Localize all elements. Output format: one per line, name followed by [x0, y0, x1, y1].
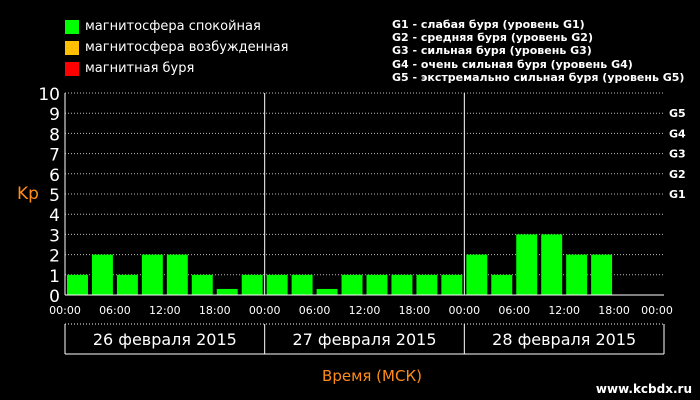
legend-swatch-excited — [65, 40, 79, 55]
time-tick-label: 18:00 — [598, 304, 630, 317]
legend-swatch-storm — [65, 61, 79, 76]
g-level-label: G4 — [669, 127, 686, 140]
kp-bar — [241, 274, 263, 295]
kp-bar — [516, 234, 538, 295]
y-tick-label: 2 — [49, 247, 60, 267]
time-tick-label: 06:00 — [299, 304, 331, 317]
storm-level-legend: G1 - слабая буря (уровень G1) G2 - средн… — [392, 18, 684, 84]
kp-bar — [341, 274, 363, 295]
y-tick-label: 9 — [49, 105, 60, 125]
time-tick-label: 12:00 — [149, 304, 181, 317]
kp-bar — [316, 288, 338, 295]
date-label: 26 февраля 2015 — [93, 330, 237, 349]
time-tick-label: 06:00 — [99, 304, 131, 317]
time-tick-label: 18:00 — [399, 304, 431, 317]
time-tick-label: 18:00 — [199, 304, 231, 317]
kp-bar — [67, 274, 88, 295]
legend-item-storm: магнитная буря — [65, 58, 288, 79]
storm-level-g4: G4 - очень сильная буря (уровень G4) — [392, 57, 633, 71]
y-tick-label: 4 — [49, 206, 60, 226]
kp-bar — [216, 288, 238, 295]
time-tick-label: 12:00 — [548, 304, 580, 317]
y-tick-label: 7 — [49, 146, 60, 166]
kp-bar — [116, 274, 138, 295]
kp-bar — [391, 274, 413, 295]
y-tick-label: 1 — [49, 267, 60, 287]
date-label: 27 февраля 2015 — [292, 330, 436, 349]
kp-bar — [591, 254, 613, 295]
legend-item-excited: магнитосфера возбужденная — [65, 37, 288, 58]
kp-bar — [191, 274, 213, 295]
storm-level-g2: G2 - средняя буря (уровень G2) — [392, 31, 593, 45]
time-tick-label: 00:00 — [49, 304, 81, 317]
legend-label-storm: магнитная буря — [85, 61, 195, 76]
time-tick-label: 00:00 — [249, 304, 281, 317]
kp-bar — [466, 254, 488, 295]
y-tick-label: 5 — [49, 186, 60, 206]
legend-label-excited: магнитосфера возбужденная — [85, 40, 289, 55]
legend-item-quiet: магнитосфера спокойная — [65, 16, 288, 37]
kp-bar — [541, 234, 563, 295]
kp-bar — [141, 254, 163, 295]
storm-level-g5: G5 - экстремально сильная буря (уровень … — [392, 70, 685, 84]
g-level-label: G2 — [669, 168, 686, 181]
date-label: 28 февраля 2015 — [492, 330, 636, 349]
site-credit: www.kcbdx.ru — [595, 382, 692, 396]
storm-level-g3: G3 - сильная буря (уровень G3) — [392, 44, 592, 58]
g-level-label: G3 — [669, 148, 686, 161]
kp-bar — [441, 274, 463, 295]
y-tick-label: 10 — [38, 85, 60, 105]
g-level-label: G1 — [669, 188, 686, 201]
y-tick-label: 6 — [49, 166, 60, 186]
time-tick-label: 00:00 — [448, 304, 480, 317]
time-tick-label: 00:00 — [641, 304, 673, 317]
y-tick-label: 0 — [49, 287, 60, 307]
kp-bar — [416, 274, 438, 295]
kp-bar — [566, 254, 588, 295]
legend-label-quiet: магнитосфера спокойная — [85, 19, 261, 34]
y-axis-label: Kp — [17, 184, 39, 204]
legend: магнитосфера спокойная магнитосфера возб… — [65, 16, 288, 79]
time-tick-label: 12:00 — [349, 304, 381, 317]
kp-bar — [291, 274, 313, 295]
time-tick-label: 06:00 — [498, 304, 530, 317]
legend-swatch-quiet — [65, 19, 79, 34]
kp-bar — [166, 254, 188, 295]
storm-level-g1: G1 - слабая буря (уровень G1) — [392, 18, 585, 31]
y-tick-label: 8 — [49, 125, 60, 145]
g-level-label: G5 — [669, 107, 686, 120]
kp-bar — [91, 254, 113, 295]
y-tick-label: 3 — [49, 226, 60, 246]
kp-bar — [491, 274, 513, 295]
kp-bar — [366, 274, 388, 295]
kp-bar — [266, 274, 288, 295]
x-axis-label: Время (МСК) — [322, 367, 422, 385]
